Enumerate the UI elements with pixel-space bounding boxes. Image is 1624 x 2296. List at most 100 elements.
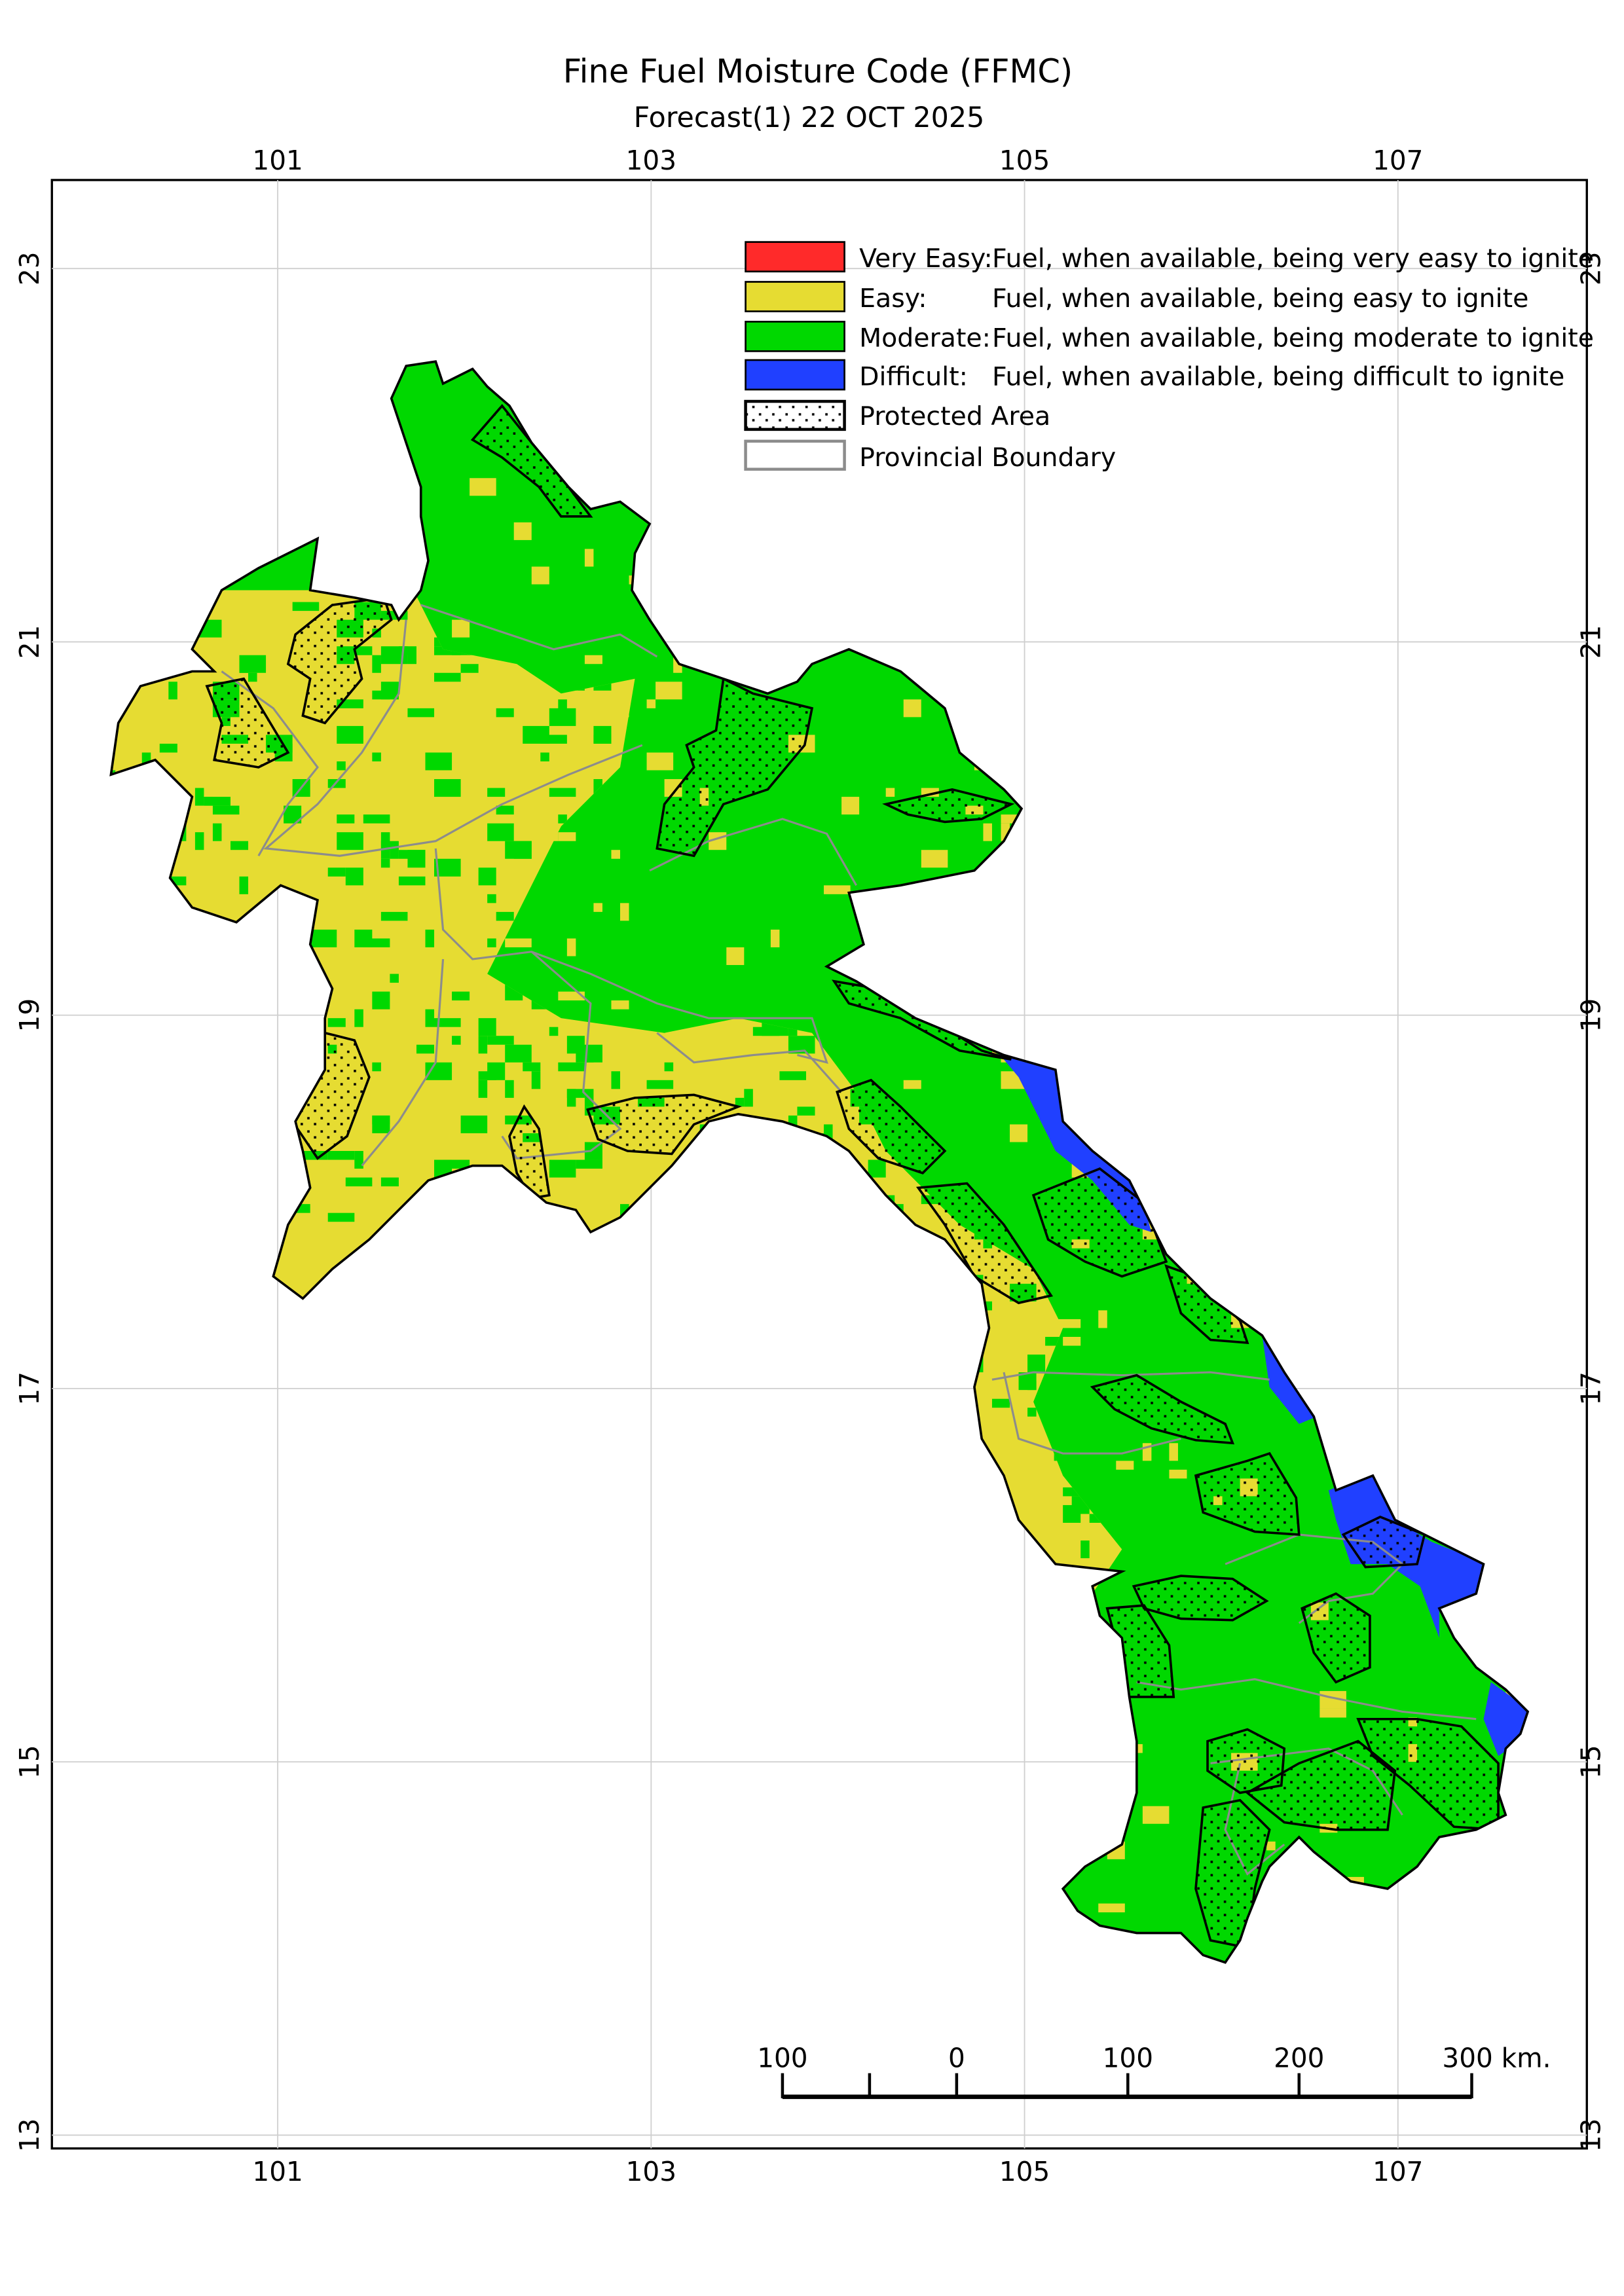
fuel-cell [549,1027,559,1036]
fuel-cell [239,655,267,673]
fuel-cell [531,566,549,585]
fuel-cell [540,735,567,744]
fuel-cell [558,832,576,841]
legend-item-easy: Easy: Fuel, when available, being easy t… [745,281,1528,314]
fuel-cell [407,708,435,718]
protected-area [836,1078,947,1175]
legend-item-protected-area: Protected Area [744,399,1050,431]
fuel-cell [337,832,363,850]
lat-label: 15 [1576,1745,1607,1779]
fuel-cell [212,823,222,841]
fuel-cell [487,823,514,841]
legend-item-provincial-boundary: Provincial Boundary [744,439,1116,473]
fuel-cell [487,894,496,903]
fuel-cell [478,1036,488,1054]
fuel-cell [1098,1310,1107,1328]
fuel-cell [470,478,496,496]
protected-area [1132,1575,1269,1622]
protected-area [508,1104,551,1200]
fuel-cell [337,761,346,771]
fuel-cell [416,1044,435,1054]
legend: Very Easy: Fuel, when available, being v… [744,241,1594,473]
fuel-cell [1027,1355,1046,1373]
fuel-cell [797,1106,815,1116]
lat-label: 23 [14,251,45,285]
fuel-cell [478,1080,488,1098]
fuel-cell [903,1080,921,1089]
scale-label: 100 [757,2043,807,2074]
fuel-cell [452,1036,461,1045]
fuel-cell [646,752,674,771]
fuel-cell [991,1398,1010,1408]
protected-area [882,788,1015,824]
fuel-cell [425,1009,435,1027]
fuel-cell [478,867,496,886]
fuel-cell [460,1115,488,1133]
fuel-cell [983,823,992,841]
protected-area [1194,1451,1301,1536]
fuel-cell [390,974,399,983]
fuel-cell [549,788,576,797]
legend-description: Fuel, when available, being very easy to… [992,244,1594,274]
fuel-cell [168,682,177,700]
fuel-cell [496,708,514,718]
fuel-cell [460,664,479,673]
latitude-labels-left: 23 21 19 17 15 13 [14,251,45,2152]
fuel-cell [194,832,204,850]
fuel-cell [434,779,461,797]
protected-area [1031,1167,1168,1278]
legend-description: Fuel, when available, being difficult to… [992,361,1564,392]
fuel-cell [558,814,567,824]
protected-area [1341,1515,1426,1569]
fuel-cell [531,1071,541,1089]
legend-description: Fuel, when available, being easy to igni… [992,283,1528,314]
legend-label: Very Easy: [859,244,993,274]
fuel-cell [1010,1124,1028,1142]
fuel-cell [593,903,602,912]
fuel-cell [1266,1841,1276,1851]
legend-label: Protected Area [859,401,1050,431]
fuel-cell [478,1071,496,1080]
protected-area [915,1182,1054,1305]
fuel-cell [425,752,452,771]
fuel-cell [327,867,346,877]
fuel-cell [159,743,177,753]
fuel-cell [434,1018,461,1027]
longitude-labels-bottom: 101 103 105 107 [252,2156,1423,2187]
legend-item-difficult: Difficult: Fuel, when available, being d… [745,359,1564,392]
fuel-cell [619,903,629,921]
fuel-cell [824,885,851,894]
fuel-cell [354,1009,363,1027]
fuel-cell [611,1071,620,1089]
legend-item-moderate: Moderate: Fuel, when available, being mo… [745,320,1594,354]
fuel-cell [611,850,620,859]
fuel-cell [558,991,585,1001]
fuel-cell [496,805,514,815]
fuel-cell [487,1036,514,1045]
fuel-cell [549,708,576,726]
fuel-cell [505,1044,532,1063]
protected-area [1301,1592,1371,1684]
legend-label: Easy: [859,283,927,314]
fuel-cell [549,1159,576,1178]
fuel-cell [380,911,408,921]
lat-label: 17 [14,1372,45,1406]
fuel-cell [363,814,390,824]
protected-area [1245,1740,1397,1831]
fuel-cell [841,797,860,815]
protected-area [586,1093,743,1156]
fuel-cell [407,646,416,665]
fuel-cell [1063,1336,1081,1346]
fuel-cell [327,1212,355,1222]
fuel-cell [372,752,381,761]
fuel-cell [478,1018,496,1036]
scale-label: 0 [948,2043,965,2074]
fuel-cell [398,876,426,886]
fuel-cell [194,788,204,806]
fuel-cell [584,549,594,567]
lat-label: 13 [1576,2119,1607,2153]
fuel-cell [1169,1443,1178,1461]
fuel-cell [354,929,373,947]
lat-label: 17 [1576,1372,1607,1406]
scale-label: 100 [1103,2043,1153,2074]
